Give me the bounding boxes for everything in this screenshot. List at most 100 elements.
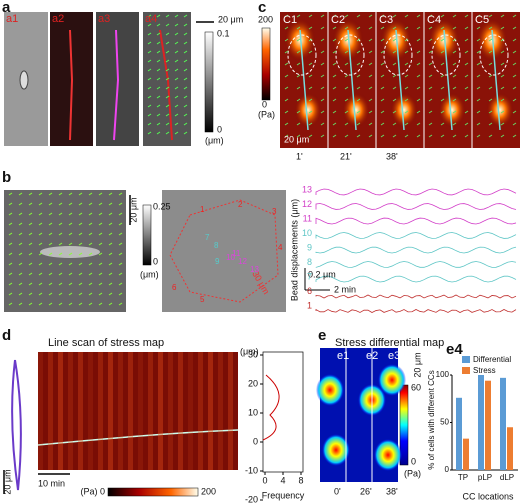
arrow <box>58 232 63 236</box>
arrow <box>118 192 123 196</box>
arrow <box>28 242 33 246</box>
arrow <box>28 232 33 236</box>
arrow <box>332 50 337 54</box>
roi <box>335 34 365 76</box>
arrow <box>78 192 83 196</box>
trace <box>315 232 517 239</box>
arrow <box>428 98 433 102</box>
arrow <box>380 62 385 66</box>
arrow <box>296 110 301 114</box>
arrow <box>488 98 493 102</box>
bead-id: 4 <box>278 243 283 252</box>
arrow <box>68 192 73 196</box>
stripe <box>158 352 163 470</box>
colorbar-label: 0.25 <box>153 201 171 211</box>
arrow <box>308 74 313 78</box>
arrow <box>464 74 469 78</box>
arrow <box>174 32 179 36</box>
arrow <box>98 192 103 196</box>
colorbar <box>107 487 199 497</box>
arrow <box>118 272 123 276</box>
arrow <box>98 202 103 206</box>
arrow <box>284 134 289 138</box>
arrow <box>428 122 433 126</box>
arrow <box>368 26 373 30</box>
arrow <box>183 50 188 54</box>
stripe <box>118 352 123 470</box>
arrow <box>500 38 505 42</box>
arrow <box>38 292 43 296</box>
y-tick-label: 0 <box>253 436 258 446</box>
arrow <box>296 50 301 54</box>
sub-label: C1 <box>283 14 297 26</box>
arrow <box>332 74 337 78</box>
stripe <box>68 352 73 470</box>
arrow <box>368 134 373 138</box>
arrow <box>78 242 83 246</box>
arrow <box>392 98 397 102</box>
arrow <box>58 252 63 256</box>
scale-label: 20 μm <box>218 14 243 24</box>
arrow <box>296 62 301 66</box>
arrow <box>183 86 188 90</box>
cell-outline <box>113 29 120 141</box>
arrow <box>18 242 23 246</box>
bead-id: 7 <box>205 233 210 242</box>
arrow <box>416 62 421 66</box>
arrow <box>308 14 313 18</box>
hotspot <box>390 92 418 128</box>
arrow <box>320 26 325 30</box>
arrow <box>48 252 53 256</box>
arrow <box>78 202 83 206</box>
stripe <box>38 352 43 470</box>
arrow <box>58 292 63 296</box>
arrow <box>464 26 469 30</box>
arrow <box>476 122 481 126</box>
bead-id: 6 <box>172 283 177 292</box>
arrow <box>380 26 385 30</box>
panel-title: Stress differential map <box>335 337 444 349</box>
arrow <box>308 110 313 114</box>
x-tick-label: dLP <box>500 473 514 482</box>
arrow <box>183 77 188 81</box>
arrow <box>284 62 289 66</box>
colorbar-label: 0 <box>153 256 158 266</box>
arrow <box>428 134 433 138</box>
arrow <box>183 23 188 27</box>
arrow <box>452 134 457 138</box>
arrow <box>28 272 33 276</box>
arrow <box>356 38 361 42</box>
arrow <box>38 302 43 306</box>
arrow <box>512 38 517 42</box>
arrow <box>88 232 93 236</box>
arrow <box>118 222 123 226</box>
arrow <box>183 41 188 45</box>
trace-label: 1 <box>307 300 312 310</box>
bead-id: 1 <box>200 205 205 214</box>
sub-label: e2 <box>366 350 378 362</box>
stripe <box>218 352 223 470</box>
arrow <box>58 192 63 196</box>
arrow <box>174 122 179 126</box>
arrow <box>88 302 93 306</box>
cell-outline <box>69 29 74 141</box>
arrow <box>68 262 73 266</box>
arrow <box>344 14 349 18</box>
arrow <box>147 122 152 126</box>
scale-label: 10 min <box>38 478 65 488</box>
trace-label: 9 <box>307 242 312 252</box>
arrow <box>48 232 53 236</box>
arrow <box>88 212 93 216</box>
arrow <box>147 113 152 117</box>
scale-label: 20 μm <box>2 469 12 494</box>
arrow <box>118 202 123 206</box>
arrow <box>58 272 63 276</box>
stripe <box>108 352 113 470</box>
arrow <box>78 262 83 266</box>
arrow <box>428 26 433 30</box>
colorbar-unit: (Pa) <box>258 109 275 119</box>
arrow <box>500 134 505 138</box>
x-tick-label: 0 <box>262 475 267 485</box>
arrow <box>156 122 161 126</box>
stripe <box>128 352 133 470</box>
